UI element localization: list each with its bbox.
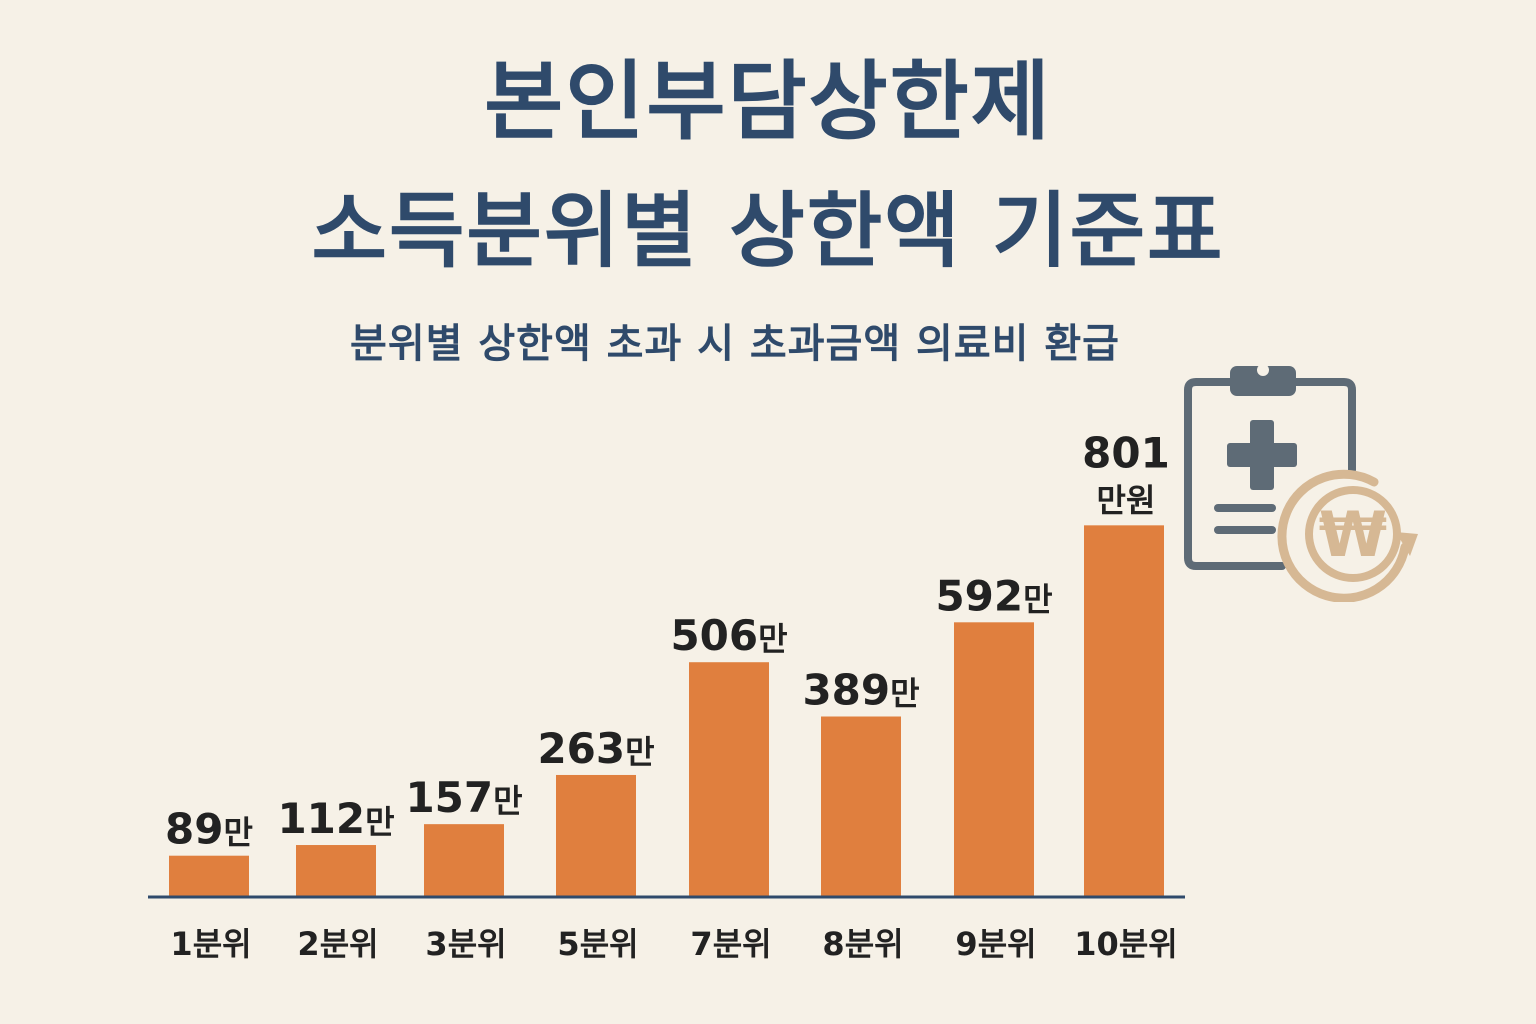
bar-8분위 xyxy=(821,716,901,897)
value-label: 389만 xyxy=(802,666,919,715)
medical-clipboard-icon xyxy=(1184,364,1356,570)
value-label: 89만 xyxy=(165,805,253,854)
value-label-unit: 만원 xyxy=(1097,481,1156,519)
category-label: 9분위 xyxy=(955,925,1036,963)
category-label: 7분위 xyxy=(690,925,771,963)
page-title-line1: 본인부담상한제 xyxy=(484,52,1052,152)
value-label: 112만 xyxy=(277,794,394,843)
bar-3분위 xyxy=(424,824,504,897)
value-label: 801 xyxy=(1082,428,1170,477)
page-subtitle: 분위별 상한액 초과 시 초과금액 의료비 환급 xyxy=(350,321,1120,367)
page-title-line2: 소득분위별 상한액 기준표 xyxy=(311,184,1225,279)
category-label: 5분위 xyxy=(557,925,638,963)
category-label: 10분위 xyxy=(1074,925,1177,963)
category-label: 2분위 xyxy=(297,925,378,963)
svg-text:₩: ₩ xyxy=(1319,498,1387,571)
bar-9분위 xyxy=(954,622,1034,897)
category-label: 8분위 xyxy=(822,925,903,963)
medical-refund-illustration: ₩ xyxy=(1178,362,1428,603)
category-label: 3분위 xyxy=(425,925,506,963)
value-label: 506만 xyxy=(670,611,787,660)
value-label: 157만 xyxy=(405,773,522,822)
value-label: 592만 xyxy=(935,571,1052,620)
bar-5분위 xyxy=(556,774,636,897)
bar-10분위 xyxy=(1084,525,1164,897)
value-label: 263만 xyxy=(537,724,654,773)
bar-1분위 xyxy=(169,855,249,897)
bar-2분위 xyxy=(296,845,376,897)
bar-7분위 xyxy=(689,662,769,897)
won-refund-icon: ₩ xyxy=(1277,469,1418,603)
category-label: 1분위 xyxy=(170,925,251,963)
